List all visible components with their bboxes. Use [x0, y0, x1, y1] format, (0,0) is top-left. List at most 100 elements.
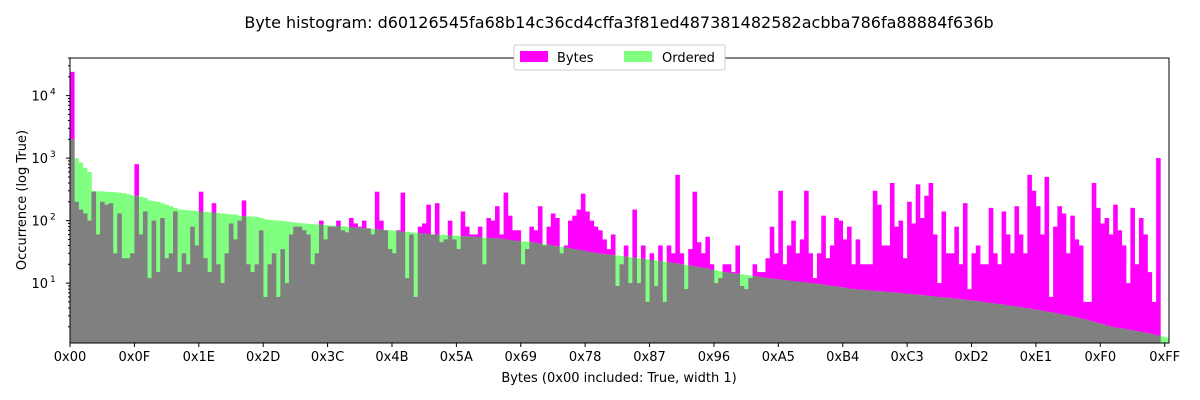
- legend-label-bytes: Bytes: [557, 51, 594, 66]
- x-tick-label: 0x5A: [440, 350, 473, 365]
- overlap-bar: [808, 283, 813, 343]
- overlap-bar: [1044, 311, 1050, 343]
- overlap-bar: [1143, 332, 1148, 343]
- overlap-bar: [662, 301, 668, 343]
- overlap-bar: [632, 257, 637, 343]
- overlap-bar: [228, 223, 234, 343]
- overlap-bar: [254, 264, 260, 343]
- overlap-bar: [142, 211, 148, 343]
- overlap-bar: [447, 235, 453, 343]
- overlap-bar: [683, 289, 689, 343]
- overlap-bar: [499, 238, 504, 343]
- overlap-bar: [765, 278, 771, 343]
- y-tick-exponent: 2: [50, 213, 56, 223]
- overlap-bar: [542, 245, 547, 343]
- overlap-bars: [70, 139, 1161, 343]
- overlap-bar: [928, 296, 934, 343]
- overlap-bar: [1035, 310, 1041, 343]
- bytes-bar: [962, 203, 968, 343]
- overlap-bar: [361, 228, 367, 343]
- legend: Bytes Ordered: [513, 44, 726, 71]
- overlap-bar: [95, 234, 101, 343]
- overlap-bar: [701, 267, 706, 343]
- bytes-bar: [928, 182, 934, 343]
- bytes-bar: [975, 245, 981, 343]
- overlap-bar: [997, 304, 1002, 343]
- overlap-bar: [469, 236, 474, 343]
- overlap-bar: [104, 204, 109, 343]
- ordered-bar: [1164, 337, 1170, 343]
- overlap-bar: [336, 225, 341, 343]
- chart-title: Byte histogram: d60126545fa68b14c36cd4cf…: [244, 13, 993, 32]
- overlap-bar: [915, 294, 921, 343]
- overlap-bar: [426, 234, 431, 343]
- overlap-bar: [812, 283, 818, 343]
- overlap-bar: [100, 201, 105, 343]
- bytes-bar: [1010, 253, 1015, 343]
- x-tick-label: 0x00: [54, 350, 87, 365]
- bytes-bar: [1035, 206, 1041, 343]
- overlap-bar: [112, 253, 118, 343]
- bytes-bar: [1078, 245, 1084, 343]
- overlap-bar: [623, 256, 629, 343]
- overlap-bar: [366, 228, 371, 343]
- overlap-bar: [452, 239, 457, 343]
- bytes-bar: [1121, 245, 1127, 343]
- bytes-bar: [1044, 176, 1050, 343]
- overlap-bar: [774, 279, 779, 343]
- x-tick-label: 0xF0: [1084, 350, 1116, 365]
- overlap-bar: [297, 226, 303, 343]
- legend-box: [513, 44, 726, 71]
- bytes-bar: [941, 211, 947, 343]
- overlap-bar: [992, 303, 998, 343]
- x-axis-label: Bytes (0x00 included: True, width 1): [501, 371, 736, 386]
- overlap-bar: [529, 242, 534, 343]
- overlap-bar: [70, 139, 75, 343]
- overlap-bar: [1070, 316, 1075, 343]
- overlap-bar: [383, 230, 388, 343]
- overlap-bar: [902, 293, 908, 343]
- overlap-bar: [885, 292, 891, 343]
- overlap-bar: [606, 254, 612, 343]
- overlap-bar: [391, 253, 397, 343]
- bytes-bar: [804, 190, 809, 343]
- bytes-bar: [1005, 234, 1011, 343]
- overlap-bar: [1065, 315, 1071, 343]
- overlap-bar: [722, 272, 728, 343]
- overlap-bar: [271, 253, 277, 343]
- overlap-bar: [859, 289, 865, 343]
- overlap-bar: [203, 258, 208, 343]
- overlap-bar: [628, 283, 633, 343]
- overlap-bar: [306, 234, 311, 343]
- overlap-bar: [1053, 313, 1058, 343]
- overlap-bar: [258, 230, 264, 343]
- overlap-bar: [331, 226, 337, 343]
- overlap-bar: [147, 278, 152, 343]
- overlap-bar: [490, 238, 496, 343]
- bytes-bar: [1031, 190, 1037, 343]
- overlap-bar: [731, 273, 736, 343]
- x-tick-label: 0x87: [633, 350, 666, 365]
- overlap-bar: [370, 234, 376, 343]
- bytes-bar: [1108, 234, 1114, 343]
- overlap-bar: [177, 272, 182, 343]
- overlap-bar: [220, 283, 225, 343]
- overlap-bar: [653, 285, 659, 343]
- overlap-bar: [598, 253, 603, 343]
- x-tick-label: 0xFF: [1149, 350, 1180, 365]
- y-axis-label: Occurrence (log True): [15, 130, 30, 270]
- bytes-bar: [894, 226, 899, 343]
- overlap-bar: [744, 289, 749, 343]
- x-tick-label: 0x96: [698, 350, 731, 365]
- bytes-bar: [1070, 215, 1075, 343]
- overlap-bar: [692, 266, 698, 343]
- overlap-bar: [975, 301, 981, 343]
- overlap-bar: [864, 290, 869, 343]
- overlap-bar: [825, 285, 831, 343]
- overlap-bar: [1147, 333, 1153, 343]
- x-tick-label: 0x1E: [183, 350, 215, 365]
- overlap-bar: [456, 249, 461, 343]
- x-tick-label: 0xC3: [890, 350, 923, 365]
- ordered-bar: [413, 232, 419, 343]
